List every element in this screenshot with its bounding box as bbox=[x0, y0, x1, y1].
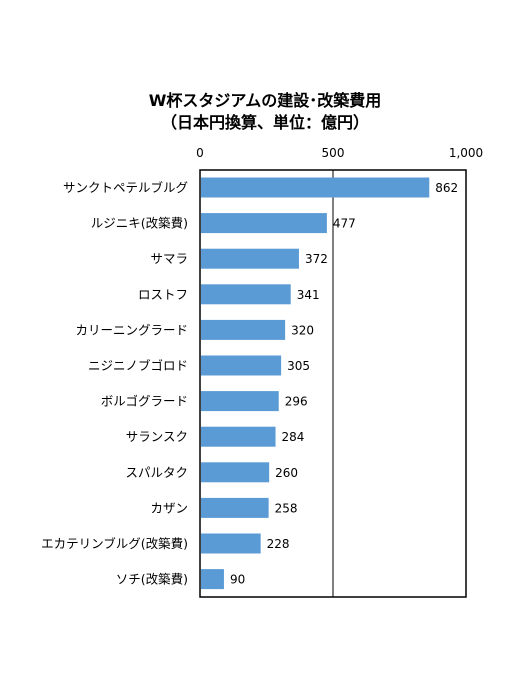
bar bbox=[201, 391, 279, 412]
bar bbox=[201, 177, 430, 198]
bar bbox=[201, 213, 327, 234]
x-tick-label: 0 bbox=[196, 146, 204, 160]
data-label: 341 bbox=[297, 288, 320, 302]
data-label: 260 bbox=[275, 466, 298, 480]
category-label: サランスク bbox=[126, 429, 188, 444]
x-tick-label: 1,000 bbox=[449, 146, 483, 160]
data-label: 284 bbox=[282, 430, 305, 444]
data-label: 305 bbox=[287, 359, 310, 373]
category-label: ソチ(改築費) bbox=[116, 572, 188, 587]
bar bbox=[201, 569, 224, 590]
data-label: 90 bbox=[230, 573, 245, 587]
category-label: カザン bbox=[150, 500, 188, 515]
category-label: ニジニノブゴロド bbox=[88, 358, 188, 373]
data-label: 258 bbox=[275, 501, 298, 515]
x-tick-label: 500 bbox=[322, 146, 345, 160]
category-label: ルジニキ(改築費) bbox=[91, 216, 188, 231]
category-label: サンクトペテルブルグ bbox=[63, 180, 188, 195]
category-label: ロストフ bbox=[138, 287, 188, 302]
category-label: スパルタク bbox=[125, 465, 188, 480]
data-label: 296 bbox=[285, 395, 308, 409]
chart-subtitle: （日本円換算、単位：億円） bbox=[161, 113, 369, 132]
data-labels: 862 477 372 341 320 305 296 284 260 258 228 90 bbox=[230, 181, 458, 587]
plot-frame bbox=[199, 169, 467, 598]
bar bbox=[201, 319, 286, 340]
category-label: カリーニングラード bbox=[75, 322, 188, 337]
data-label: 477 bbox=[333, 217, 356, 231]
category-label: ボルゴグラード bbox=[101, 394, 188, 409]
bar bbox=[201, 462, 270, 483]
bar bbox=[201, 533, 261, 554]
data-label: 862 bbox=[435, 181, 458, 195]
data-label: 320 bbox=[291, 323, 314, 337]
category-label: サマラ bbox=[150, 251, 188, 266]
bar bbox=[201, 497, 269, 518]
bar bbox=[201, 355, 282, 376]
bar bbox=[201, 248, 299, 269]
plot-border bbox=[199, 169, 467, 598]
data-label: 372 bbox=[305, 252, 328, 266]
data-label: 228 bbox=[267, 537, 290, 551]
bar bbox=[201, 284, 291, 305]
bars bbox=[201, 177, 430, 590]
bar bbox=[201, 426, 276, 447]
category-label: エカテリンブルグ(改築費) bbox=[41, 536, 188, 551]
x-axis-ticks: 0 500 1,000 bbox=[196, 146, 483, 160]
chart-title: W杯スタジアムの建設･改築費用 bbox=[149, 91, 382, 110]
